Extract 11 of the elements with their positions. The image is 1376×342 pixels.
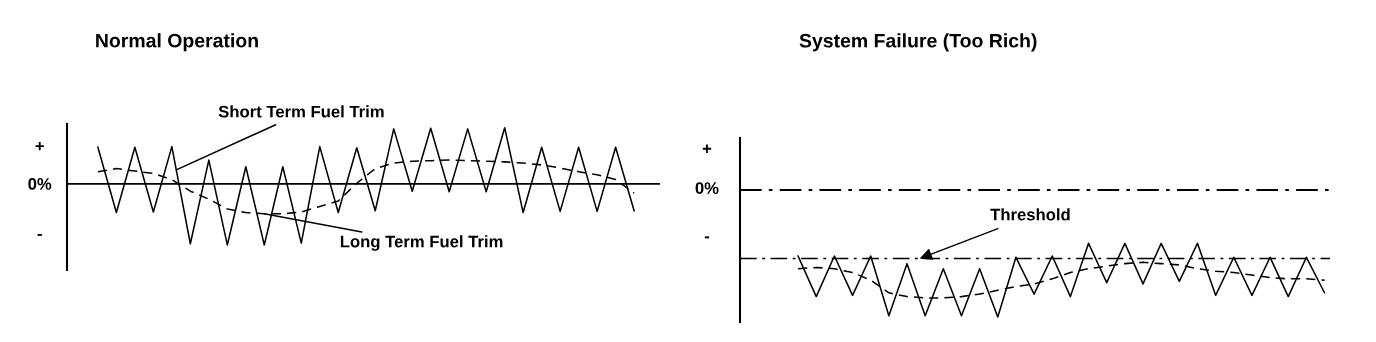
text: Long Term Fuel Trim (340, 235, 503, 251)
ref-line-label: Threshold (990, 208, 1070, 221)
text: - (704, 236, 710, 239)
text: 0% (695, 182, 719, 194)
text: + (35, 141, 44, 151)
series-label: Short Term Fuel Trim (218, 105, 384, 118)
chart-title: System Failure (Too Rich) (799, 33, 1037, 52)
text: + (702, 144, 712, 153)
text: - (37, 233, 42, 236)
text: 0% (28, 177, 52, 190)
chart-title: Normal Operation (96, 33, 258, 52)
